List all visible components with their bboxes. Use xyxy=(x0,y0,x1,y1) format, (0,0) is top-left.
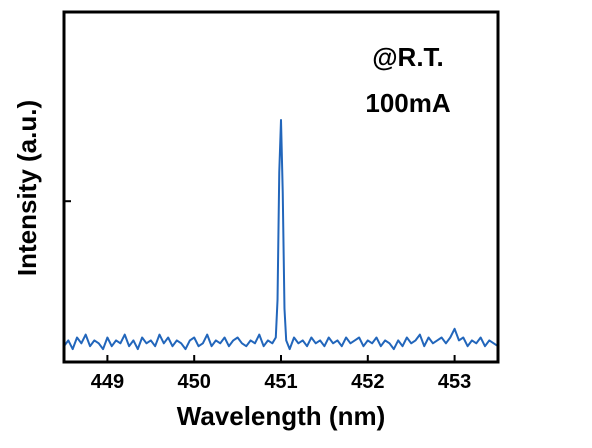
x-tick-label: 450 xyxy=(178,371,211,393)
x-tick-label: 453 xyxy=(438,371,471,393)
spectrum-line-0 xyxy=(63,119,499,351)
plot-frame xyxy=(62,10,500,364)
y-axis-title: Intensity (a.u.) xyxy=(12,100,42,276)
x-axis-title: Wavelength (nm) xyxy=(177,401,385,431)
x-tick-label: 451 xyxy=(264,371,297,393)
annotation-label: @R.T. xyxy=(372,42,444,72)
annotation-label: 100mA xyxy=(365,88,450,118)
x-tick-label: 449 xyxy=(91,371,124,393)
x-tick-label: 452 xyxy=(351,371,384,393)
